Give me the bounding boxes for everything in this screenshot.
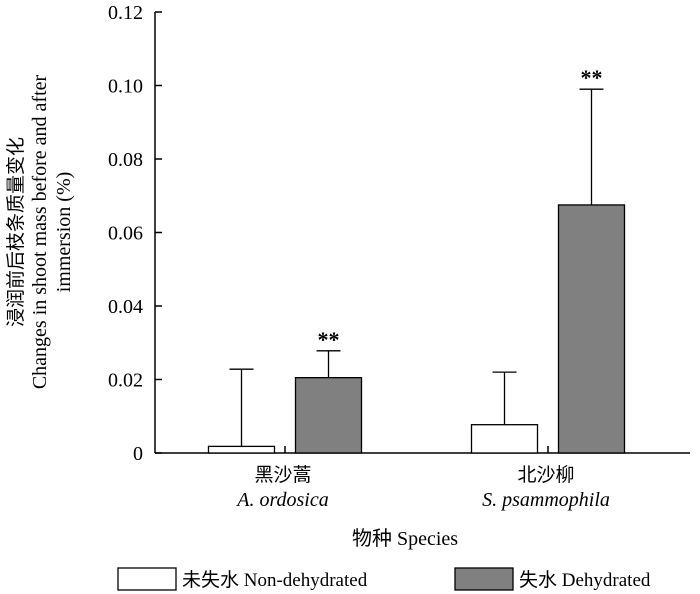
y-axis-title-line: 浸润前后枝条质量变化 <box>5 137 27 327</box>
bar-non-dehydrated-0 <box>207 445 276 454</box>
significance-label: ** <box>318 327 340 352</box>
bar-non-dehydrated-1 <box>470 424 539 454</box>
legend-swatch-non-dehydrated <box>117 567 177 591</box>
category-label-cn: 北沙柳 <box>517 464 574 486</box>
x-axis-title: 物种 Species <box>352 527 458 550</box>
y-tick-label: 0.08 <box>108 149 143 171</box>
bars: ** ** <box>207 65 626 454</box>
x-tick-labels: 黑沙蒿 A. ordosica 北沙柳 S. psammophila <box>235 464 610 511</box>
category-label-latin: A. ordosica <box>235 489 328 511</box>
y-tick-label: 0 <box>133 443 143 465</box>
legend-label: 失水 Dehydrated <box>519 569 651 591</box>
category-label-latin: S. psammophila <box>482 489 610 511</box>
y-axis-title-line: Changes in shoot mass before and after <box>29 74 51 389</box>
y-tick-label: 0.10 <box>108 76 143 98</box>
y-tick-label: 0.02 <box>108 370 143 392</box>
legend-label: 未失水 Non-dehydrated <box>182 569 368 591</box>
y-axis-title-line: immersion (%) <box>53 172 75 293</box>
y-axis: 0 0.02 0.04 0.06 0.08 0.10 0.12 <box>108 2 162 465</box>
y-tick-label: 0.12 <box>108 2 143 24</box>
bar-dehydrated-1 <box>557 204 626 454</box>
significance-label: ** <box>581 65 603 90</box>
y-tick-label: 0.04 <box>108 296 143 318</box>
bar-dehydrated-0 <box>294 377 363 454</box>
legend: 未失水 Non-dehydrated 失水 Dehydrated <box>117 567 651 591</box>
category-label-cn: 黑沙蒿 <box>254 464 311 486</box>
y-tick-label: 0.06 <box>108 223 143 245</box>
legend-swatch-dehydrated <box>454 567 514 591</box>
y-axis-title: 浸润前后枝条质量变化 Changes in shoot mass before a… <box>5 74 75 389</box>
